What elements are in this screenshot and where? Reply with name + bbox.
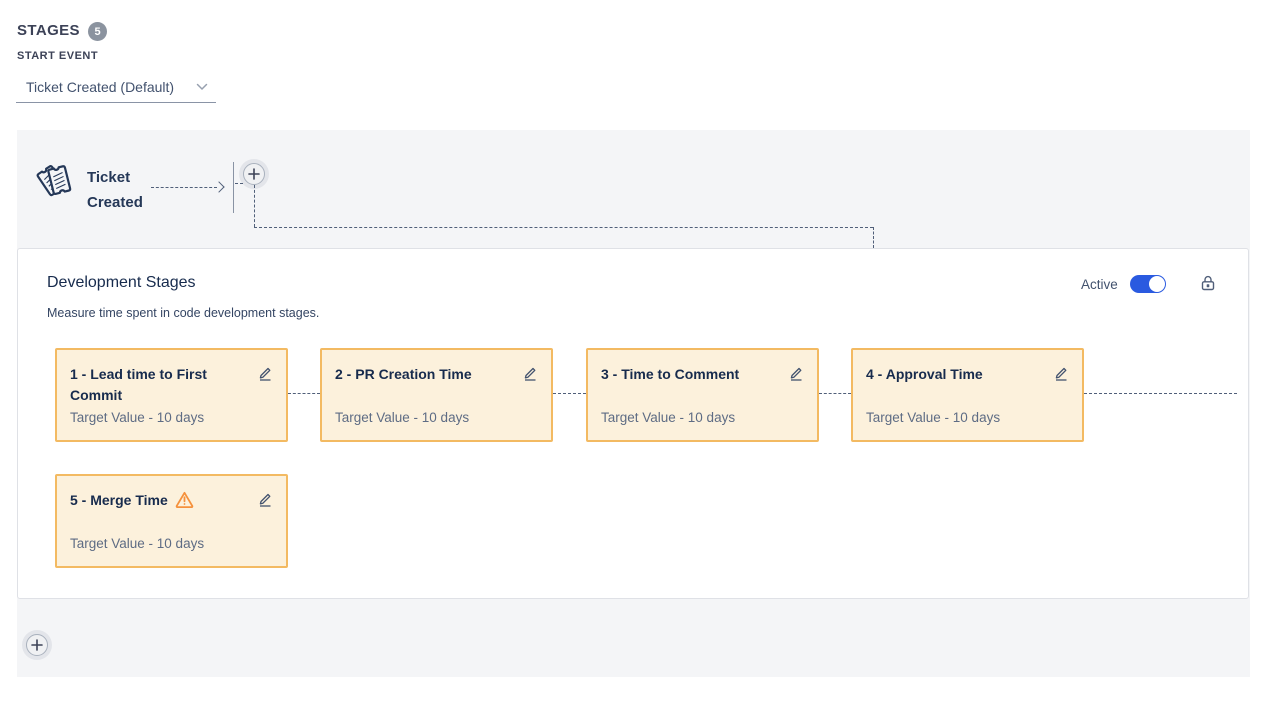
add-stage-group-button-bottom[interactable] [26,634,48,656]
edit-pencil-icon [1055,367,1067,381]
stage-title-text: 5 - Merge Time [70,492,168,508]
tickets-icon [27,158,75,206]
stage-title: 5 - Merge Time [70,490,240,511]
stage-card-5[interactable]: 5 - Merge Time Target Value - 10 days [55,474,288,568]
connector-path-vertical-1 [254,185,255,227]
stage-target-value: Target Value - 10 days [335,410,470,425]
connector-path-horizontal [254,227,873,228]
active-toggle[interactable] [1130,275,1166,293]
stage-connector-3-4 [819,393,851,394]
stage-card-1[interactable]: 1 - Lead time to First Commit Target Val… [55,348,288,442]
stage-group-title: Development Stages [47,274,196,291]
lock-icon[interactable] [1198,274,1218,294]
stage-target-value: Target Value - 10 days [866,410,1001,425]
edit-pencil-icon [524,367,536,381]
stage-connector-2-3 [553,393,586,394]
edit-stage-button[interactable] [1052,364,1070,382]
active-label: Active [1081,277,1118,292]
start-connector-line [151,187,217,188]
edit-stage-button[interactable] [521,364,539,382]
connector-stub [235,183,243,184]
stage-title: 1 - Lead time to First Commit [70,364,240,406]
stage-title: 4 - Approval Time [866,364,1036,385]
start-node-line1: Ticket [87,169,131,186]
plus-icon [248,168,260,180]
stage-target-value: Target Value - 10 days [70,410,205,425]
stage-connector-4-next [1084,393,1237,394]
stage-title-text: 2 - PR Creation Time [335,366,472,382]
stage-group-description: Measure time spent in code development s… [47,306,320,320]
edit-pencil-icon [259,493,271,507]
edit-stage-button[interactable] [787,364,805,382]
stage-title-text: 1 - Lead time to First Commit [70,366,207,403]
plus-icon [31,639,43,651]
edit-pencil-icon [259,367,271,381]
stage-title: 2 - PR Creation Time [335,364,505,385]
stage-card-3[interactable]: 3 - Time to Comment Target Value - 10 da… [586,348,819,442]
start-event-value: Ticket Created (Default) [26,79,175,95]
chevron-down-icon [196,83,208,91]
start-node-title: Ticket Created [87,165,143,215]
stage-connector-1-2 [288,393,320,394]
start-event-dropdown[interactable]: Ticket Created (Default) [16,72,216,103]
connector-path-vertical-2 [873,227,874,248]
insert-marker-line [233,162,234,213]
stage-card-4[interactable]: 4 - Approval Time Target Value - 10 days [851,348,1084,442]
start-node-line2: Created [87,194,143,211]
stage-card-2[interactable]: 2 - PR Creation Time Target Value - 10 d… [320,348,553,442]
stage-target-value: Target Value - 10 days [601,410,736,425]
page-title: STAGES [17,22,80,39]
toggle-knob [1149,276,1165,292]
stage-count-badge: 5 [88,22,107,41]
edit-stage-button[interactable] [256,490,274,508]
stage-title-text: 3 - Time to Comment [601,366,740,382]
stage-target-value: Target Value - 10 days [70,536,205,551]
stage-title: 3 - Time to Comment [601,364,771,385]
edit-stage-button[interactable] [256,364,274,382]
edit-pencil-icon [790,367,802,381]
stage-title-text: 4 - Approval Time [866,366,983,382]
start-event-label: START EVENT [17,50,99,62]
add-stage-group-button-top[interactable] [243,163,265,185]
warning-triangle-icon [175,491,194,509]
